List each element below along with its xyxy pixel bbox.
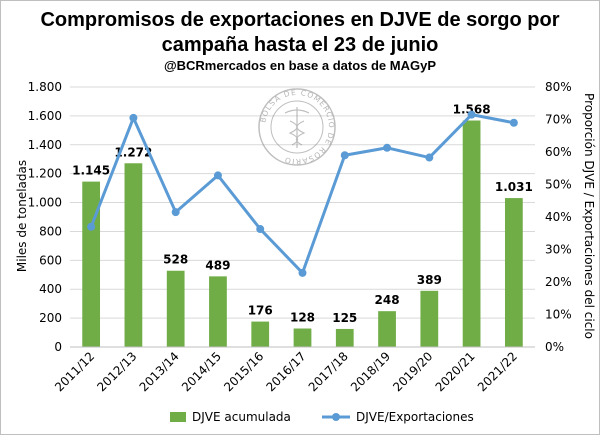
legend-label-line: DJVE/Exportaciones	[356, 410, 474, 424]
bar-data-label: 1.272	[114, 145, 152, 159]
y-axis-label-right: Proporción DJVE / Exportaciones del cicl…	[582, 93, 596, 339]
bar	[251, 321, 270, 347]
bar-data-label: 125	[332, 311, 357, 325]
line-point	[509, 118, 518, 127]
bar	[82, 181, 101, 347]
y-tick-label-left: 200	[39, 311, 62, 325]
y-tick-label-right: 10%	[545, 308, 572, 322]
bar-data-label: 1.031	[495, 180, 533, 194]
bar	[462, 120, 481, 347]
y-tick-label-left: 1.000	[28, 196, 62, 210]
bar	[420, 290, 439, 347]
y-tick-label-right: 40%	[545, 210, 572, 224]
x-tick-label: 2021/22	[475, 349, 520, 394]
legend: DJVE acumulada DJVE/Exportaciones	[170, 410, 474, 424]
legend-label-bars: DJVE acumulada	[192, 410, 291, 424]
bar	[166, 270, 185, 347]
x-tick-label: 2012/13	[94, 349, 139, 394]
line-point	[383, 143, 392, 152]
chart-title-line2: campaña hasta el 23 de junio	[162, 34, 439, 56]
bar-data-label: 1.568	[453, 103, 491, 117]
bar-data-label: 176	[248, 304, 273, 318]
y-tick-label-left: 800	[39, 224, 62, 238]
series-line	[89, 113, 515, 275]
bar	[335, 328, 354, 347]
legend-swatch-bars	[170, 412, 186, 422]
x-tick-label: 2013/14	[137, 349, 182, 394]
bar-data-label: 248	[375, 293, 400, 307]
legend-swatch-marker	[332, 413, 340, 421]
y-tick-label-right: 30%	[545, 243, 572, 257]
y-axis-label-left: Miles de toneladas	[15, 160, 29, 272]
y-tick-label-right: 50%	[545, 178, 572, 192]
bar-data-label: 389	[417, 273, 442, 287]
line-point	[298, 268, 307, 277]
y-tick-label-right: 80%	[545, 80, 572, 94]
x-tick-label: 2020/21	[433, 349, 478, 394]
chart-title-line1: Compromisos de exportaciones en DJVE de …	[40, 9, 559, 31]
bar	[124, 163, 143, 347]
y-tick-label-left: 0	[54, 340, 62, 354]
y-tick-label-right: 70%	[545, 113, 572, 127]
y-tick-label-left: 1.400	[28, 138, 62, 152]
line-point	[171, 208, 180, 217]
x-tick-label: 2018/19	[348, 349, 393, 394]
x-tick-label: 2016/17	[263, 349, 308, 394]
y-tick-label-left: 400	[39, 282, 62, 296]
bar-data-label: 128	[290, 311, 315, 325]
x-tick-label: 2011/12	[52, 349, 97, 394]
y-tick-label-left: 1.200	[28, 167, 62, 181]
x-tick-label: 2014/15	[179, 349, 224, 394]
bar	[378, 311, 396, 347]
bar	[209, 276, 227, 347]
x-tick-label: 2019/20	[390, 349, 435, 394]
bar	[504, 198, 523, 347]
x-tick-label: 2017/18	[306, 349, 351, 394]
x-tick-label: 2015/16	[221, 349, 266, 394]
caduceus-icon	[284, 107, 310, 148]
y-tick-label-left: 1.600	[28, 109, 62, 123]
line-point	[256, 225, 265, 234]
line-point	[87, 222, 96, 231]
bar-data-label: 528	[163, 253, 188, 267]
bar-data-label: 489	[205, 258, 230, 272]
line-point	[340, 151, 349, 160]
y-tick-label-right: 20%	[545, 275, 572, 289]
line-point	[213, 171, 222, 180]
y-tick-label-left: 1.800	[28, 80, 62, 94]
y-tick-label-right: 60%	[545, 145, 572, 159]
bar	[293, 328, 312, 347]
y-tick-label-left: 600	[39, 253, 62, 267]
watermark-seal: BOLSA DE COMERCIO DE ROSARIO	[258, 88, 336, 166]
line-point	[425, 153, 434, 162]
chart-subtitle: @BCRmercados en base a datos de MAGyP	[164, 58, 436, 73]
y-tick-label-right: 0%	[545, 340, 564, 354]
line-point	[467, 110, 476, 119]
bar-data-label: 1.145	[72, 164, 110, 178]
line-point	[129, 113, 138, 122]
